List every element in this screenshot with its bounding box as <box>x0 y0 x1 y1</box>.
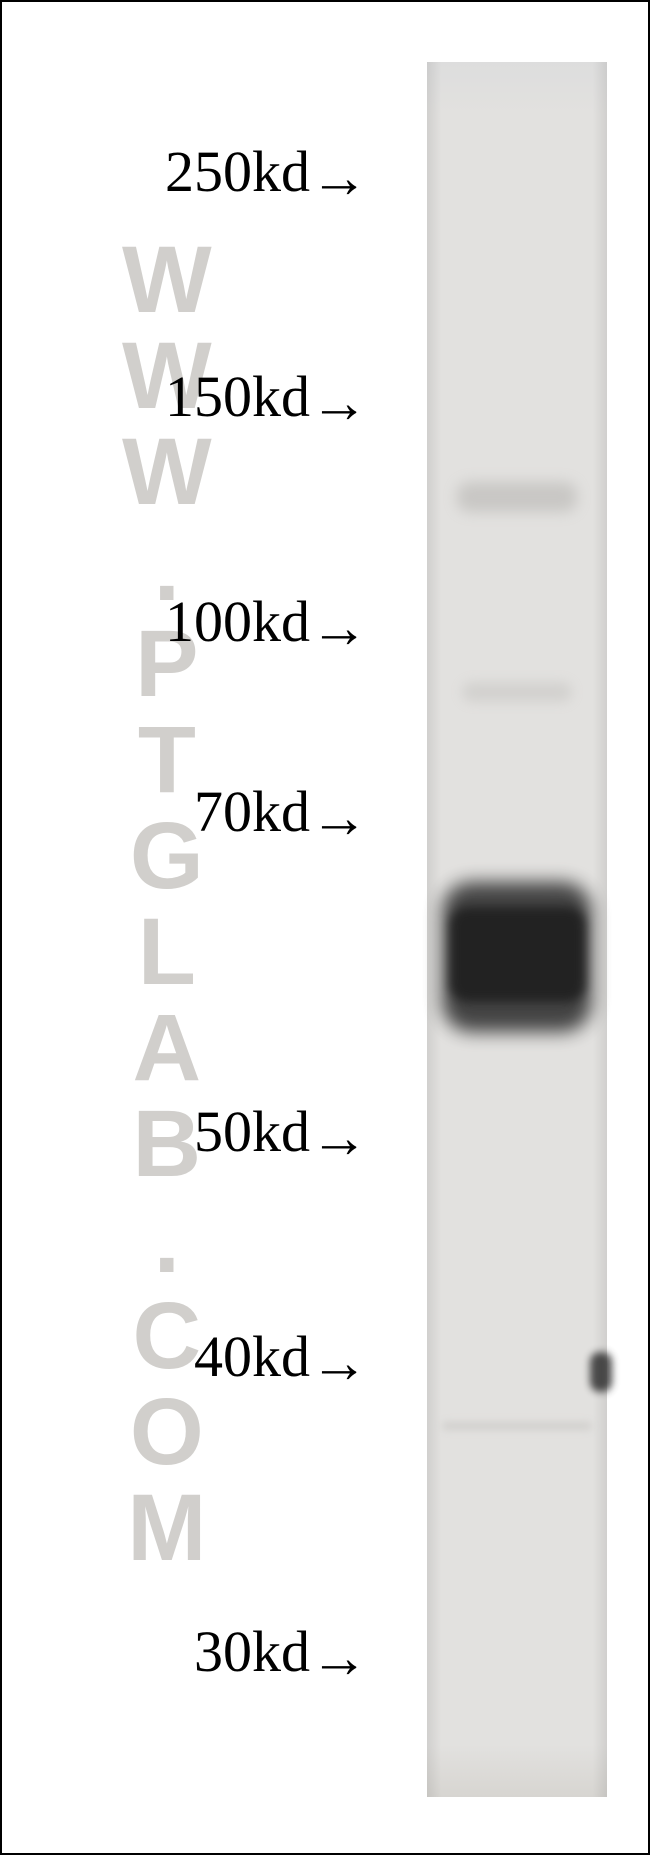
watermark-char: A <box>122 1000 216 1096</box>
watermark-char: M <box>122 1480 216 1576</box>
arrow-icon: → <box>310 1109 368 1167</box>
band-faint-band-130 <box>457 482 577 512</box>
arrow-icon: → <box>310 599 368 657</box>
arrow-icon: → <box>310 374 368 432</box>
watermark-char: W <box>122 232 216 328</box>
mw-label-text: 40kd <box>194 1324 310 1389</box>
arrow-icon: → <box>310 789 368 847</box>
mw-label-50kd: 50kd→ <box>194 1103 368 1167</box>
band-main-band-core <box>450 907 585 1002</box>
mw-label-text: 150kd <box>165 364 310 429</box>
mw-label-100kd: 100kd→ <box>165 593 368 657</box>
mw-label-250kd: 250kd→ <box>165 143 368 207</box>
band-faint-band-85 <box>462 682 572 702</box>
arrow-icon: → <box>310 1629 368 1687</box>
watermark-char: W <box>122 424 216 520</box>
watermark-char: . <box>122 1192 216 1288</box>
mw-label-text: 30kd <box>194 1619 310 1684</box>
blot-frame: WWW.PTGLAB.COM 250kd→150kd→100kd→70kd→50… <box>0 0 650 1855</box>
mw-label-text: 50kd <box>194 1099 310 1164</box>
mw-label-70kd: 70kd→ <box>194 783 368 847</box>
watermark-char: O <box>122 1384 216 1480</box>
mw-label-text: 250kd <box>165 139 310 204</box>
mw-label-40kd: 40kd→ <box>194 1328 368 1392</box>
artifact-edge-spot-40k <box>590 1352 612 1392</box>
mw-label-30kd: 30kd→ <box>194 1623 368 1687</box>
mw-label-150kd: 150kd→ <box>165 368 368 432</box>
watermark-char: L <box>122 904 216 1000</box>
arrow-icon: → <box>310 149 368 207</box>
arrow-icon: → <box>310 1334 368 1392</box>
artifact-smudge-lower <box>442 1422 592 1430</box>
mw-label-text: 70kd <box>194 779 310 844</box>
mw-label-text: 100kd <box>165 589 310 654</box>
